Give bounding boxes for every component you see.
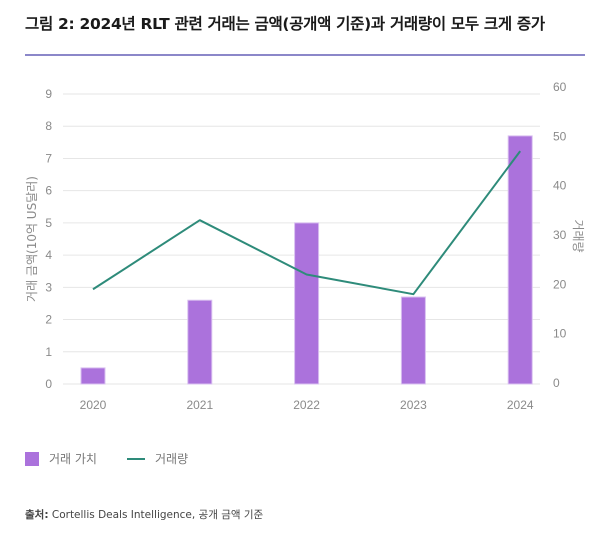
right-axis-ticks: 0 10 20 30 40 50 60 <box>553 80 567 390</box>
left-axis-ticks: 0 1 2 3 4 5 6 7 8 9 <box>45 87 52 391</box>
right-axis-label: 거래량 <box>571 219 585 252</box>
legend-line-label: 거래량 <box>154 452 189 466</box>
bar-series <box>80 135 533 385</box>
source-text: Cortellis Deals Intelligence, 공개 금액 기준 <box>48 509 264 521</box>
right-tick-label: 20 <box>553 277 567 291</box>
bar-2023 <box>400 296 426 385</box>
x-tick-label: 2020 <box>80 398 107 412</box>
line-series <box>92 150 522 296</box>
left-tick-label: 8 <box>45 119 52 133</box>
x-tick-label: 2023 <box>400 398 427 412</box>
source-prefix: 출처: <box>25 509 49 521</box>
left-tick-label: 9 <box>45 87 52 101</box>
legend: 거래 가치 거래량 <box>25 450 188 467</box>
right-tick-label: 30 <box>553 228 567 242</box>
right-tick-label: 10 <box>553 327 567 341</box>
bar-2022 <box>294 222 320 385</box>
left-tick-label: 6 <box>45 184 52 198</box>
left-tick-label: 0 <box>45 377 52 391</box>
legend-bar-label: 거래 가치 <box>49 452 97 466</box>
legend-line-swatch <box>126 457 145 460</box>
source-note: 출처: Cortellis Deals Intelligence, 공개 금액 … <box>25 507 263 522</box>
right-tick-label: 0 <box>553 376 560 390</box>
x-axis-ticks: 2020 2021 2022 2023 2024 <box>80 398 534 412</box>
bar-2021 <box>187 299 213 385</box>
right-tick-label: 40 <box>553 179 567 193</box>
chart-title: 그림 2: 2024년 RLT 관련 거래는 금액(공개액 기준)과 거래량이 … <box>25 15 545 33</box>
right-tick-label: 60 <box>553 80 567 94</box>
title-divider <box>25 54 585 56</box>
right-tick-label: 50 <box>553 129 567 143</box>
left-tick-label: 5 <box>45 216 52 230</box>
left-tick-label: 3 <box>45 280 52 294</box>
left-tick-label: 2 <box>45 313 52 327</box>
legend-bar-swatch <box>25 451 39 466</box>
left-axis-label: 거래 금액(10억 US달러) <box>25 176 39 302</box>
bar-2024 <box>507 135 533 385</box>
x-tick-label: 2021 <box>186 398 213 412</box>
left-tick-label: 1 <box>45 345 52 359</box>
x-tick-label: 2022 <box>293 398 320 412</box>
bar-2020 <box>80 367 106 385</box>
x-tick-label: 2024 <box>507 398 534 412</box>
left-tick-label: 7 <box>45 151 52 165</box>
left-tick-label: 4 <box>45 248 52 262</box>
